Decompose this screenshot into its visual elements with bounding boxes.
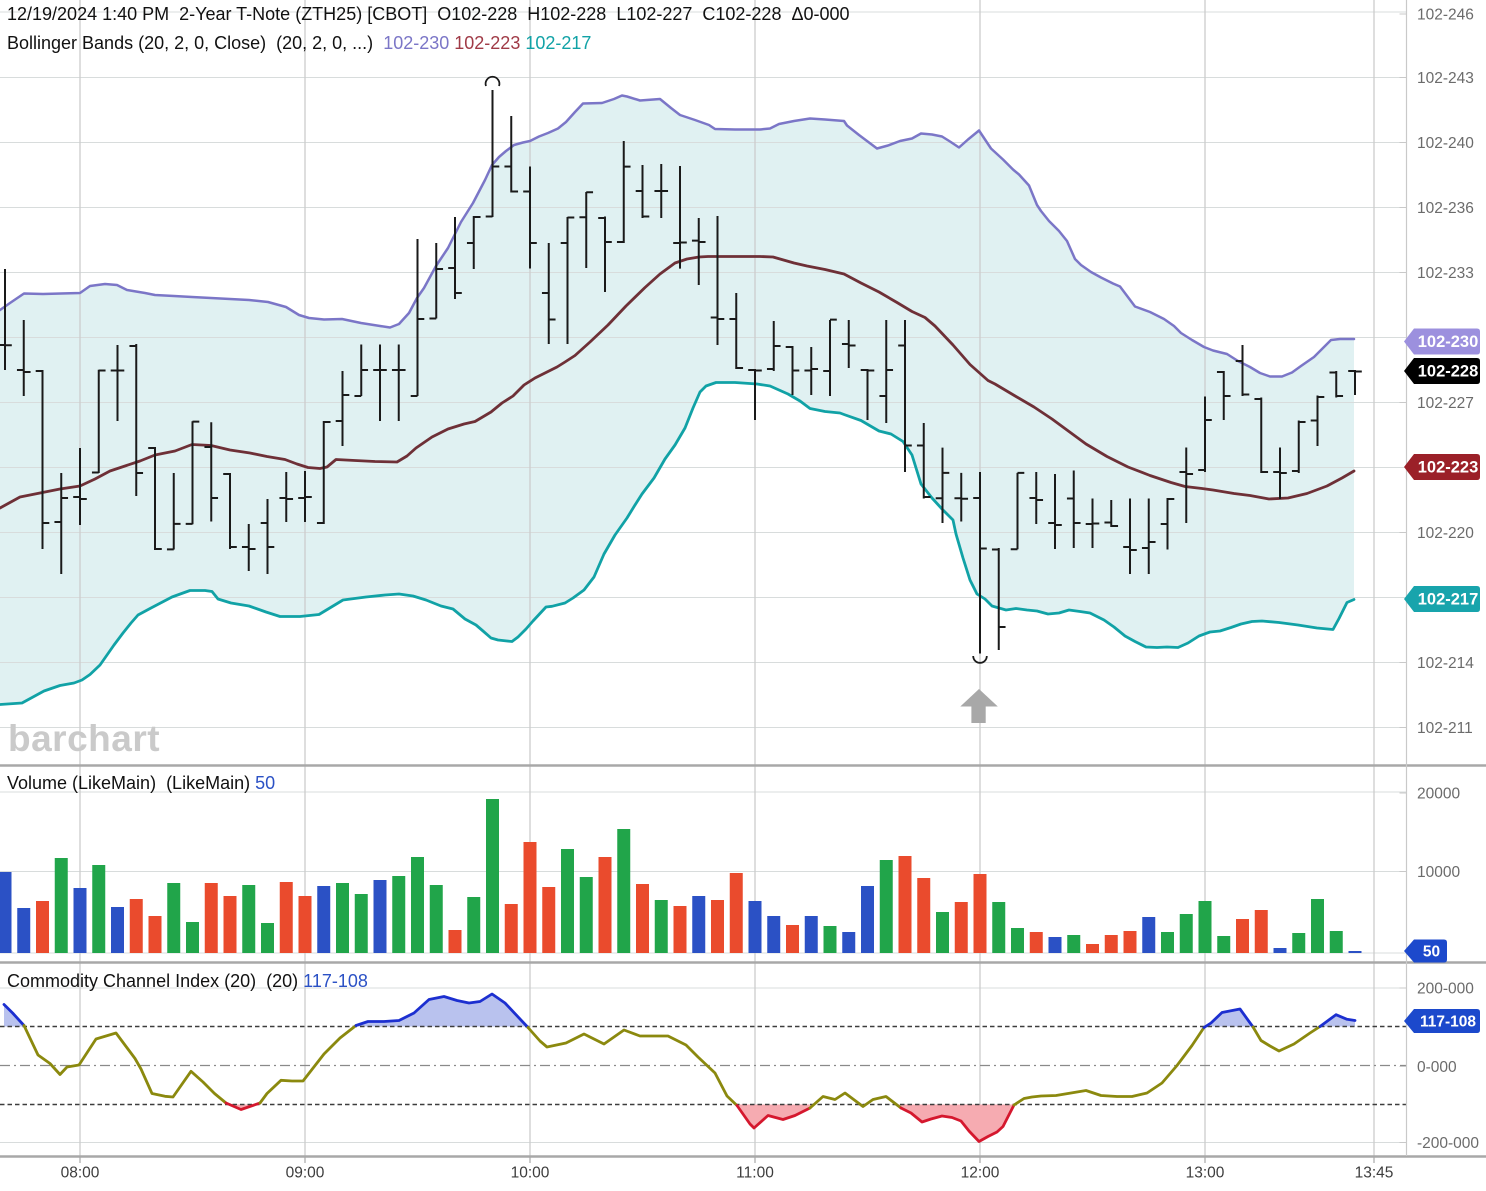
svg-text:102-211: 102-211	[1417, 720, 1473, 737]
svg-text:102-227: 102-227	[1417, 395, 1474, 412]
svg-text:08:00: 08:00	[61, 1165, 100, 1182]
svg-text:102-236: 102-236	[1417, 200, 1474, 217]
svg-text:-200-000: -200-000	[1417, 1135, 1479, 1152]
svg-text:09:00: 09:00	[286, 1165, 325, 1182]
svg-text:102-220: 102-220	[1417, 525, 1474, 542]
svg-text:13:00: 13:00	[1186, 1165, 1225, 1182]
svg-text:102-233: 102-233	[1417, 265, 1474, 282]
svg-text:0-000: 0-000	[1417, 1059, 1457, 1076]
svg-text:117-108: 117-108	[1420, 1014, 1476, 1031]
svg-text:13:45: 13:45	[1355, 1165, 1394, 1182]
svg-text:102-223: 102-223	[1418, 459, 1479, 477]
svg-text:102-230: 102-230	[1418, 333, 1479, 351]
svg-text:10000: 10000	[1417, 864, 1460, 881]
svg-text:200-000: 200-000	[1417, 981, 1474, 998]
svg-text:102-243: 102-243	[1417, 70, 1474, 87]
svg-text:102-240: 102-240	[1417, 135, 1474, 152]
svg-text:102-214: 102-214	[1417, 655, 1474, 672]
svg-text:11:00: 11:00	[736, 1165, 774, 1182]
svg-text:10:00: 10:00	[511, 1165, 550, 1182]
svg-text:Volume (LikeMain) (LikeMain): Volume (LikeMain) (LikeMain) 50	[7, 773, 275, 793]
svg-text:barchart: barchart	[8, 718, 160, 759]
svg-text:12/19/2024 1:40 PM 2-Year T-N: 12/19/2024 1:40 PM 2-Year T-Note (ZTH25)…	[7, 4, 850, 24]
svg-text:102-246: 102-246	[1417, 7, 1474, 24]
svg-text:102-228: 102-228	[1418, 363, 1479, 381]
svg-text:102-217: 102-217	[1418, 591, 1479, 609]
svg-text:Bollinger Bands (20, 2, 0, Clo: Bollinger Bands (20, 2, 0, Close) (20, 2…	[7, 33, 591, 53]
svg-text:20000: 20000	[1417, 786, 1460, 803]
svg-text:50: 50	[1423, 944, 1440, 961]
svg-text:Commodity Channel Index (20): Commodity Channel Index (20) (20) 117-10…	[7, 971, 368, 991]
svg-text:12:00: 12:00	[961, 1165, 1000, 1182]
